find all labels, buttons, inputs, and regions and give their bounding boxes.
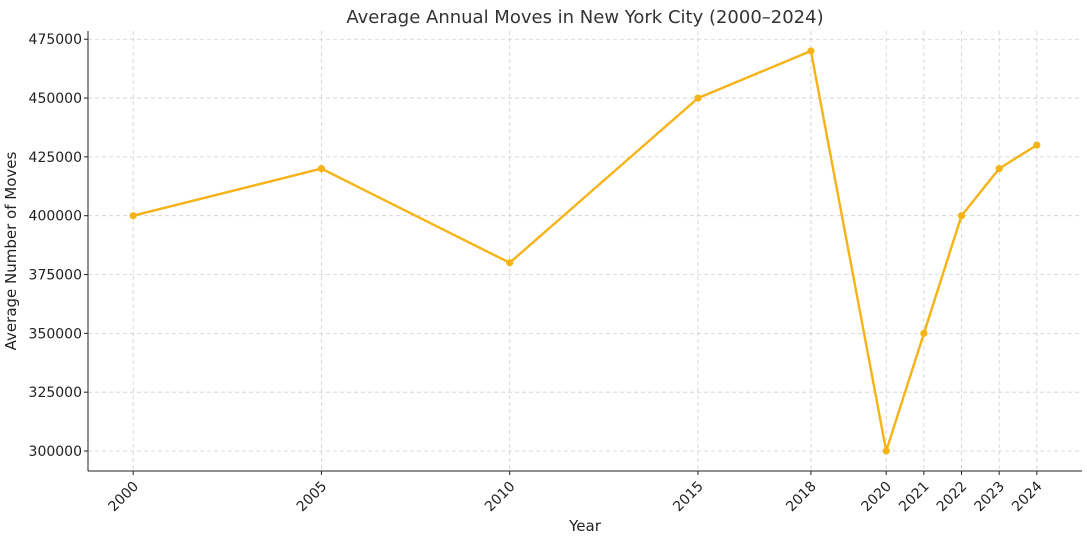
x-tick-label: 2015 <box>670 479 707 516</box>
data-point <box>317 165 326 173</box>
data-point <box>129 212 137 220</box>
data-point <box>995 165 1003 173</box>
y-axis-ticks: 300000 325000 350000 375000 400000 425000 4500… <box>29 32 88 460</box>
x-tick-label: 2024 <box>1009 478 1046 515</box>
data-point <box>506 259 514 267</box>
y-tick-label: 350000 <box>29 326 82 342</box>
data-point <box>882 447 890 455</box>
series-group <box>129 47 1041 455</box>
x-tick-label: 2018 <box>783 479 820 516</box>
y-tick-label: 475000 <box>29 32 82 48</box>
data-point <box>1033 141 1041 149</box>
x-tick-label: 2022 <box>934 479 971 516</box>
data-point <box>920 329 928 337</box>
axes <box>87 31 1082 472</box>
y-tick-label: 325000 <box>29 385 82 401</box>
x-tick-label: 2023 <box>971 479 1008 516</box>
y-tick-label: 300000 <box>29 444 82 460</box>
data-point <box>957 212 966 220</box>
x-tick-label: 2005 <box>294 479 331 516</box>
chart-title: Average Annual Moves in New York City (2… <box>346 7 823 28</box>
x-axis-ticks: 2000 2005 2010 2015 2018 2020 2021 2022 2023 2024 <box>105 471 1046 516</box>
x-tick-label: 2020 <box>859 479 896 516</box>
data-point <box>807 47 815 55</box>
series-line <box>132 49 1038 453</box>
data-point <box>694 94 702 102</box>
y-tick-label: 400000 <box>29 209 82 225</box>
x-axis-label: Year <box>568 517 602 535</box>
y-tick-label: 425000 <box>29 150 82 166</box>
x-tick-label: 2000 <box>105 479 142 516</box>
y-tick-label: 450000 <box>29 91 82 107</box>
y-axis-label: Average Number of Moves <box>2 151 20 350</box>
y-tick-label: 375000 <box>29 268 82 284</box>
x-tick-label: 2010 <box>482 479 519 516</box>
grid <box>88 31 1082 471</box>
x-tick-label: 2021 <box>896 479 933 516</box>
